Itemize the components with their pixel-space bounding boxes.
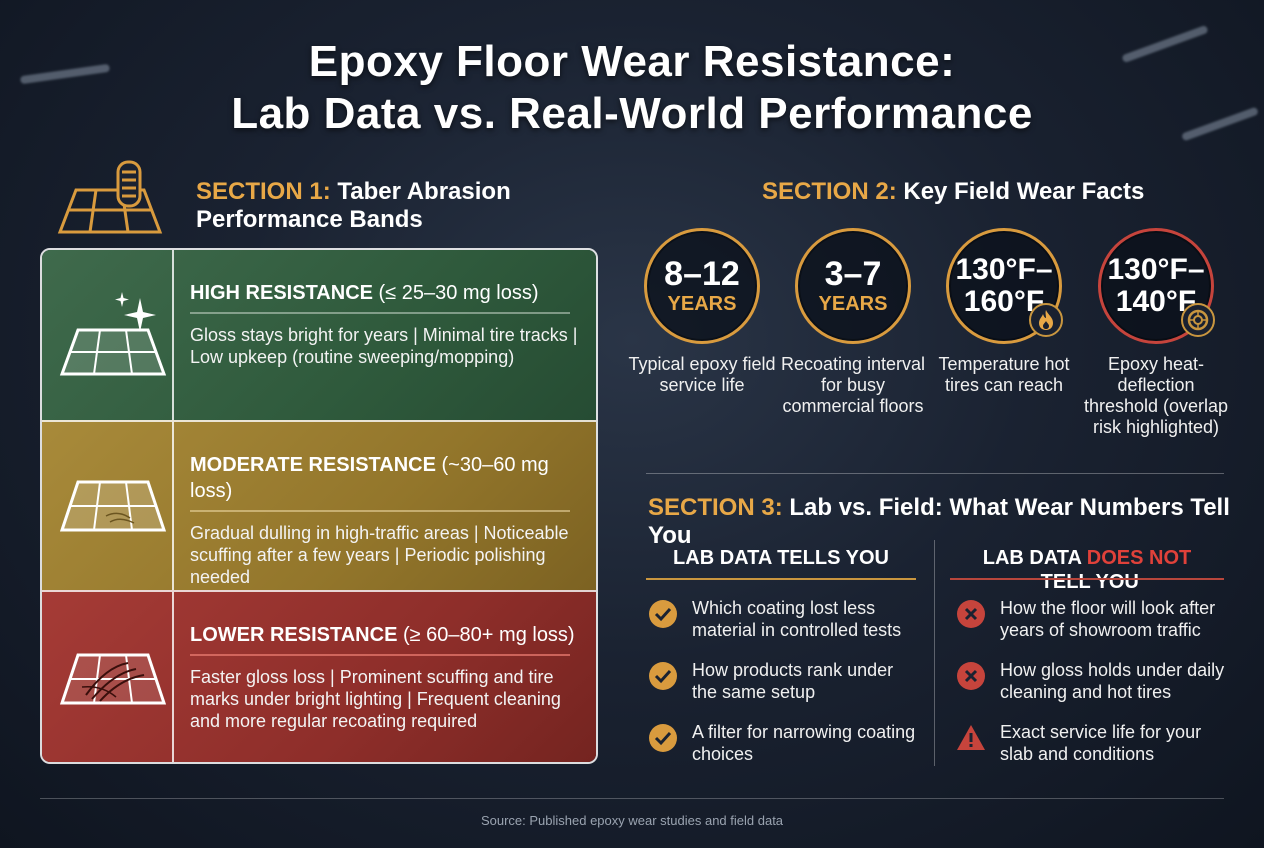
band-description: Faster gloss loss | Prominent scuffing a… [190, 667, 561, 731]
stat-circle: 130°F– 160°F [946, 228, 1063, 344]
band-divider [190, 654, 570, 656]
band-description: Gloss stays bright for years | Minimal t… [190, 325, 578, 367]
col-right-heading-b: DOES NOT [1086, 547, 1192, 569]
stat-value-line1: 130°F– [955, 253, 1053, 286]
col-left-rule [646, 578, 916, 580]
footer-divider [40, 798, 1224, 799]
col-left-heading: LAB DATA TELLS YOU [673, 547, 889, 569]
stat-circle: 130°F– 140°F [1098, 228, 1215, 344]
list-item: Which coating lost less material in cont… [648, 597, 918, 641]
flame-icon [1029, 303, 1063, 337]
stat-value: 3–7 [824, 255, 882, 293]
band-moderate-resistance: MODERATE RESISTANCE (~30–60 mg loss) Gra… [42, 420, 596, 590]
heavily-scuffed-floor-tile-icon [59, 653, 167, 705]
check-icon [649, 662, 677, 690]
section1-label: SECTION 1: [196, 178, 331, 205]
list-item: How products rank under the same setup [648, 659, 918, 703]
scuffed-floor-tile-icon [59, 480, 167, 532]
source-note: Source: Published epoxy wear studies and… [480, 813, 784, 828]
tire-icon [1181, 303, 1215, 337]
col-right-heading: LAB DATA DOES NOT TELL YOU [950, 546, 1224, 594]
stat-unit: YEARS [667, 293, 737, 315]
stat-value-line1: 130°F– [1107, 253, 1205, 286]
band-divider [190, 510, 570, 512]
list-item-text: How products rank under the same setup [692, 660, 894, 702]
stat-label: Typical epoxy field service life [628, 354, 776, 395]
section1-heading: SECTION 1: Taber Abrasion Performance Ba… [196, 178, 576, 234]
section1-heading-line2: Performance Bands [196, 206, 423, 233]
stat-circle: 3–7 YEARS [795, 228, 911, 344]
page-title: Epoxy Floor Wear Resistance: Lab Data vs… [0, 36, 1264, 140]
section-divider [646, 473, 1224, 474]
stat-label: Epoxy heat-deflection threshold (overlap… [1083, 354, 1229, 437]
section2-heading-text: Key Field Wear Facts [903, 178, 1145, 205]
list-item: Exact service life for your slab and con… [956, 721, 1226, 765]
stat-recoat-interval: 3–7 YEARS Recoating interval for busy co… [778, 228, 928, 417]
band-icon-cell [42, 422, 174, 590]
band-range: (~30–60 mg loss) [190, 454, 549, 502]
list-item-text: How the floor will look after years of s… [1000, 598, 1216, 640]
section2-label: SECTION 2: [762, 178, 897, 205]
band-range: (≤ 25–30 mg loss) [378, 282, 539, 304]
band-range: (≥ 60–80+ mg loss) [402, 624, 575, 646]
band-name: LOWER RESISTANCE [190, 624, 398, 646]
list-item: How the floor will look after years of s… [956, 597, 1226, 641]
band-high-resistance: HIGH RESISTANCE (≤ 25–30 mg loss) Gloss … [42, 250, 596, 420]
section3-heading-text: Lab vs. Field: What Wear Numbers Tell Yo… [648, 494, 1230, 549]
section2-heading: SECTION 2: Key Field Wear Facts [762, 178, 1144, 206]
list-item: How gloss holds under daily cleaning and… [956, 659, 1226, 703]
stat-value: 8–12 [664, 255, 740, 293]
stat-label: Recoating interval for busy commercial f… [780, 354, 926, 416]
band-icon-cell [42, 250, 174, 420]
stat-service-life: 8–12 YEARS Typical epoxy field service l… [627, 228, 777, 396]
band-name: MODERATE RESISTANCE [190, 454, 436, 476]
col-right-heading-c: TELL YOU [1035, 571, 1139, 593]
stat-heat-deflection: 130°F– 140°F Epoxy heat-deflection thres… [1081, 228, 1231, 438]
stat-unit: YEARS [818, 293, 888, 315]
check-icon [649, 724, 677, 752]
col-right-heading-a: LAB DATA [982, 547, 1087, 569]
band-name: HIGH RESISTANCE [190, 282, 373, 304]
band-icon-cell [42, 592, 174, 762]
x-circle-icon [957, 600, 985, 628]
section1-heading-line1: Taber Abrasion [337, 178, 511, 205]
warning-triangle-icon [957, 725, 985, 750]
list-item: A filter for narrowing coating choices [648, 721, 918, 765]
abrasion-bands-panel: HIGH RESISTANCE (≤ 25–30 mg loss) Gloss … [40, 248, 598, 764]
list-item-text: Exact service life for your slab and con… [1000, 722, 1202, 764]
section3-heading: SECTION 3: Lab vs. Field: What Wear Numb… [648, 494, 1264, 550]
col-right-rule [950, 578, 1224, 580]
band-description: Gradual dulling in high-traffic areas | … [190, 523, 569, 587]
band-divider [190, 312, 570, 314]
section3-label: SECTION 3: [648, 494, 783, 521]
tire-floor-tiles-icon [57, 160, 163, 234]
band-lower-resistance: LOWER RESISTANCE (≥ 60–80+ mg loss) Fast… [42, 590, 596, 762]
title-line-2: Lab Data vs. Real-World Performance [231, 89, 1033, 138]
list-item-text: A filter for narrowing coating choices [692, 722, 916, 764]
sparkling-floor-tile-icon [59, 292, 167, 376]
stat-label: Temperature hot tires can reach [938, 354, 1070, 395]
list-item-text: How gloss holds under daily cleaning and… [1000, 660, 1225, 702]
title-line-1: Epoxy Floor Wear Resistance: [308, 37, 956, 86]
x-circle-icon [957, 662, 985, 690]
stat-circle: 8–12 YEARS [644, 228, 760, 344]
stat-tire-temperature: 130°F– 160°F Temperature hot tires can r… [929, 228, 1079, 396]
column-divider [934, 540, 935, 766]
list-item-text: Which coating lost less material in cont… [692, 598, 902, 640]
check-icon [649, 600, 677, 628]
